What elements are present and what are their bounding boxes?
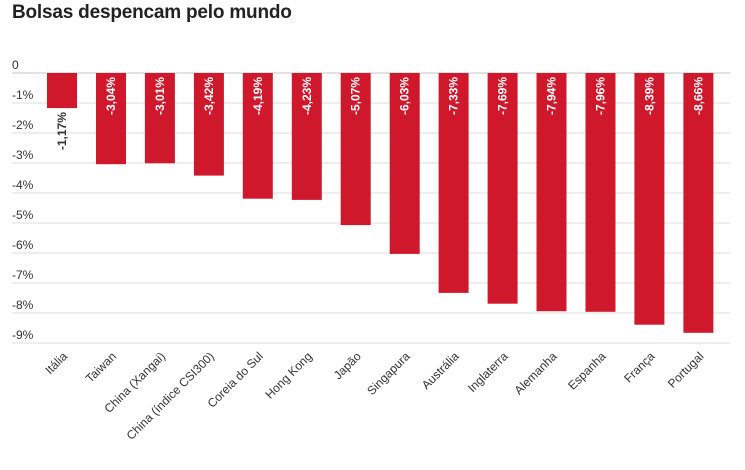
data-label: -3,42% <box>202 77 216 115</box>
x-category-label: França <box>621 349 658 386</box>
data-label: -4,19% <box>251 77 265 115</box>
x-category-label: Alemanha <box>512 349 560 397</box>
bar <box>487 73 518 304</box>
x-category-label: Japão <box>331 349 364 382</box>
y-tick-label: -3% <box>12 148 34 162</box>
y-tick-label: -5% <box>12 208 34 222</box>
data-label: -7,96% <box>593 77 607 115</box>
y-tick-label: -2% <box>12 118 34 132</box>
x-category-label: Singapura <box>364 349 413 398</box>
bar <box>47 73 77 109</box>
bar <box>634 73 665 325</box>
x-category-label: Portugal <box>665 349 707 391</box>
data-label: -7,33% <box>447 77 461 115</box>
y-tick-label: 0 <box>12 58 19 72</box>
bar <box>96 73 126 165</box>
y-tick-label: -4% <box>12 178 34 192</box>
data-label: -7,69% <box>496 77 510 115</box>
x-category-label: Taiwan <box>83 349 119 385</box>
bar <box>340 73 371 226</box>
x-category-label: Espanha <box>565 349 609 393</box>
bar <box>242 73 273 199</box>
data-label: -4,23% <box>300 77 314 115</box>
x-category-label: China (índice CSI300) <box>124 349 217 442</box>
y-axis-tick-labels: 0 -1% -2% -3% -4% -5% -6% -7% -8% -9% <box>12 58 34 342</box>
bar <box>389 73 420 254</box>
chart-title: Bolsas despencam pelo mundo <box>12 2 292 23</box>
bar <box>585 73 616 312</box>
data-labels: -1,17% -3,04% -3,01% -3,42% -4,19% -4,23% -5,0… <box>55 77 705 150</box>
data-label: -1,17% <box>55 112 69 150</box>
y-tick-label: -7% <box>12 268 34 282</box>
data-label: -3,01% <box>153 77 167 115</box>
data-label: -5,07% <box>349 77 363 115</box>
bar <box>438 73 469 293</box>
bar <box>193 73 224 176</box>
y-tick-label: -8% <box>12 298 34 312</box>
x-category-label: Austrália <box>419 349 462 392</box>
bars <box>47 73 714 333</box>
data-label: -3,04% <box>104 77 118 115</box>
y-tick-label: -6% <box>12 238 34 252</box>
bar <box>291 73 322 200</box>
x-category-label: Itália <box>42 349 70 377</box>
data-label: -8,66% <box>691 77 705 115</box>
data-label: -7,94% <box>545 77 559 115</box>
bar <box>536 73 567 312</box>
y-tick-label: -9% <box>12 328 34 342</box>
x-category-label: Hong Kong <box>263 349 315 401</box>
data-label: -8,39% <box>642 77 656 115</box>
bar <box>683 73 714 333</box>
data-label: -6,03% <box>398 77 412 115</box>
bar <box>144 73 175 164</box>
y-tick-label: -1% <box>12 88 34 102</box>
x-category-label: Inglaterra <box>465 349 511 395</box>
